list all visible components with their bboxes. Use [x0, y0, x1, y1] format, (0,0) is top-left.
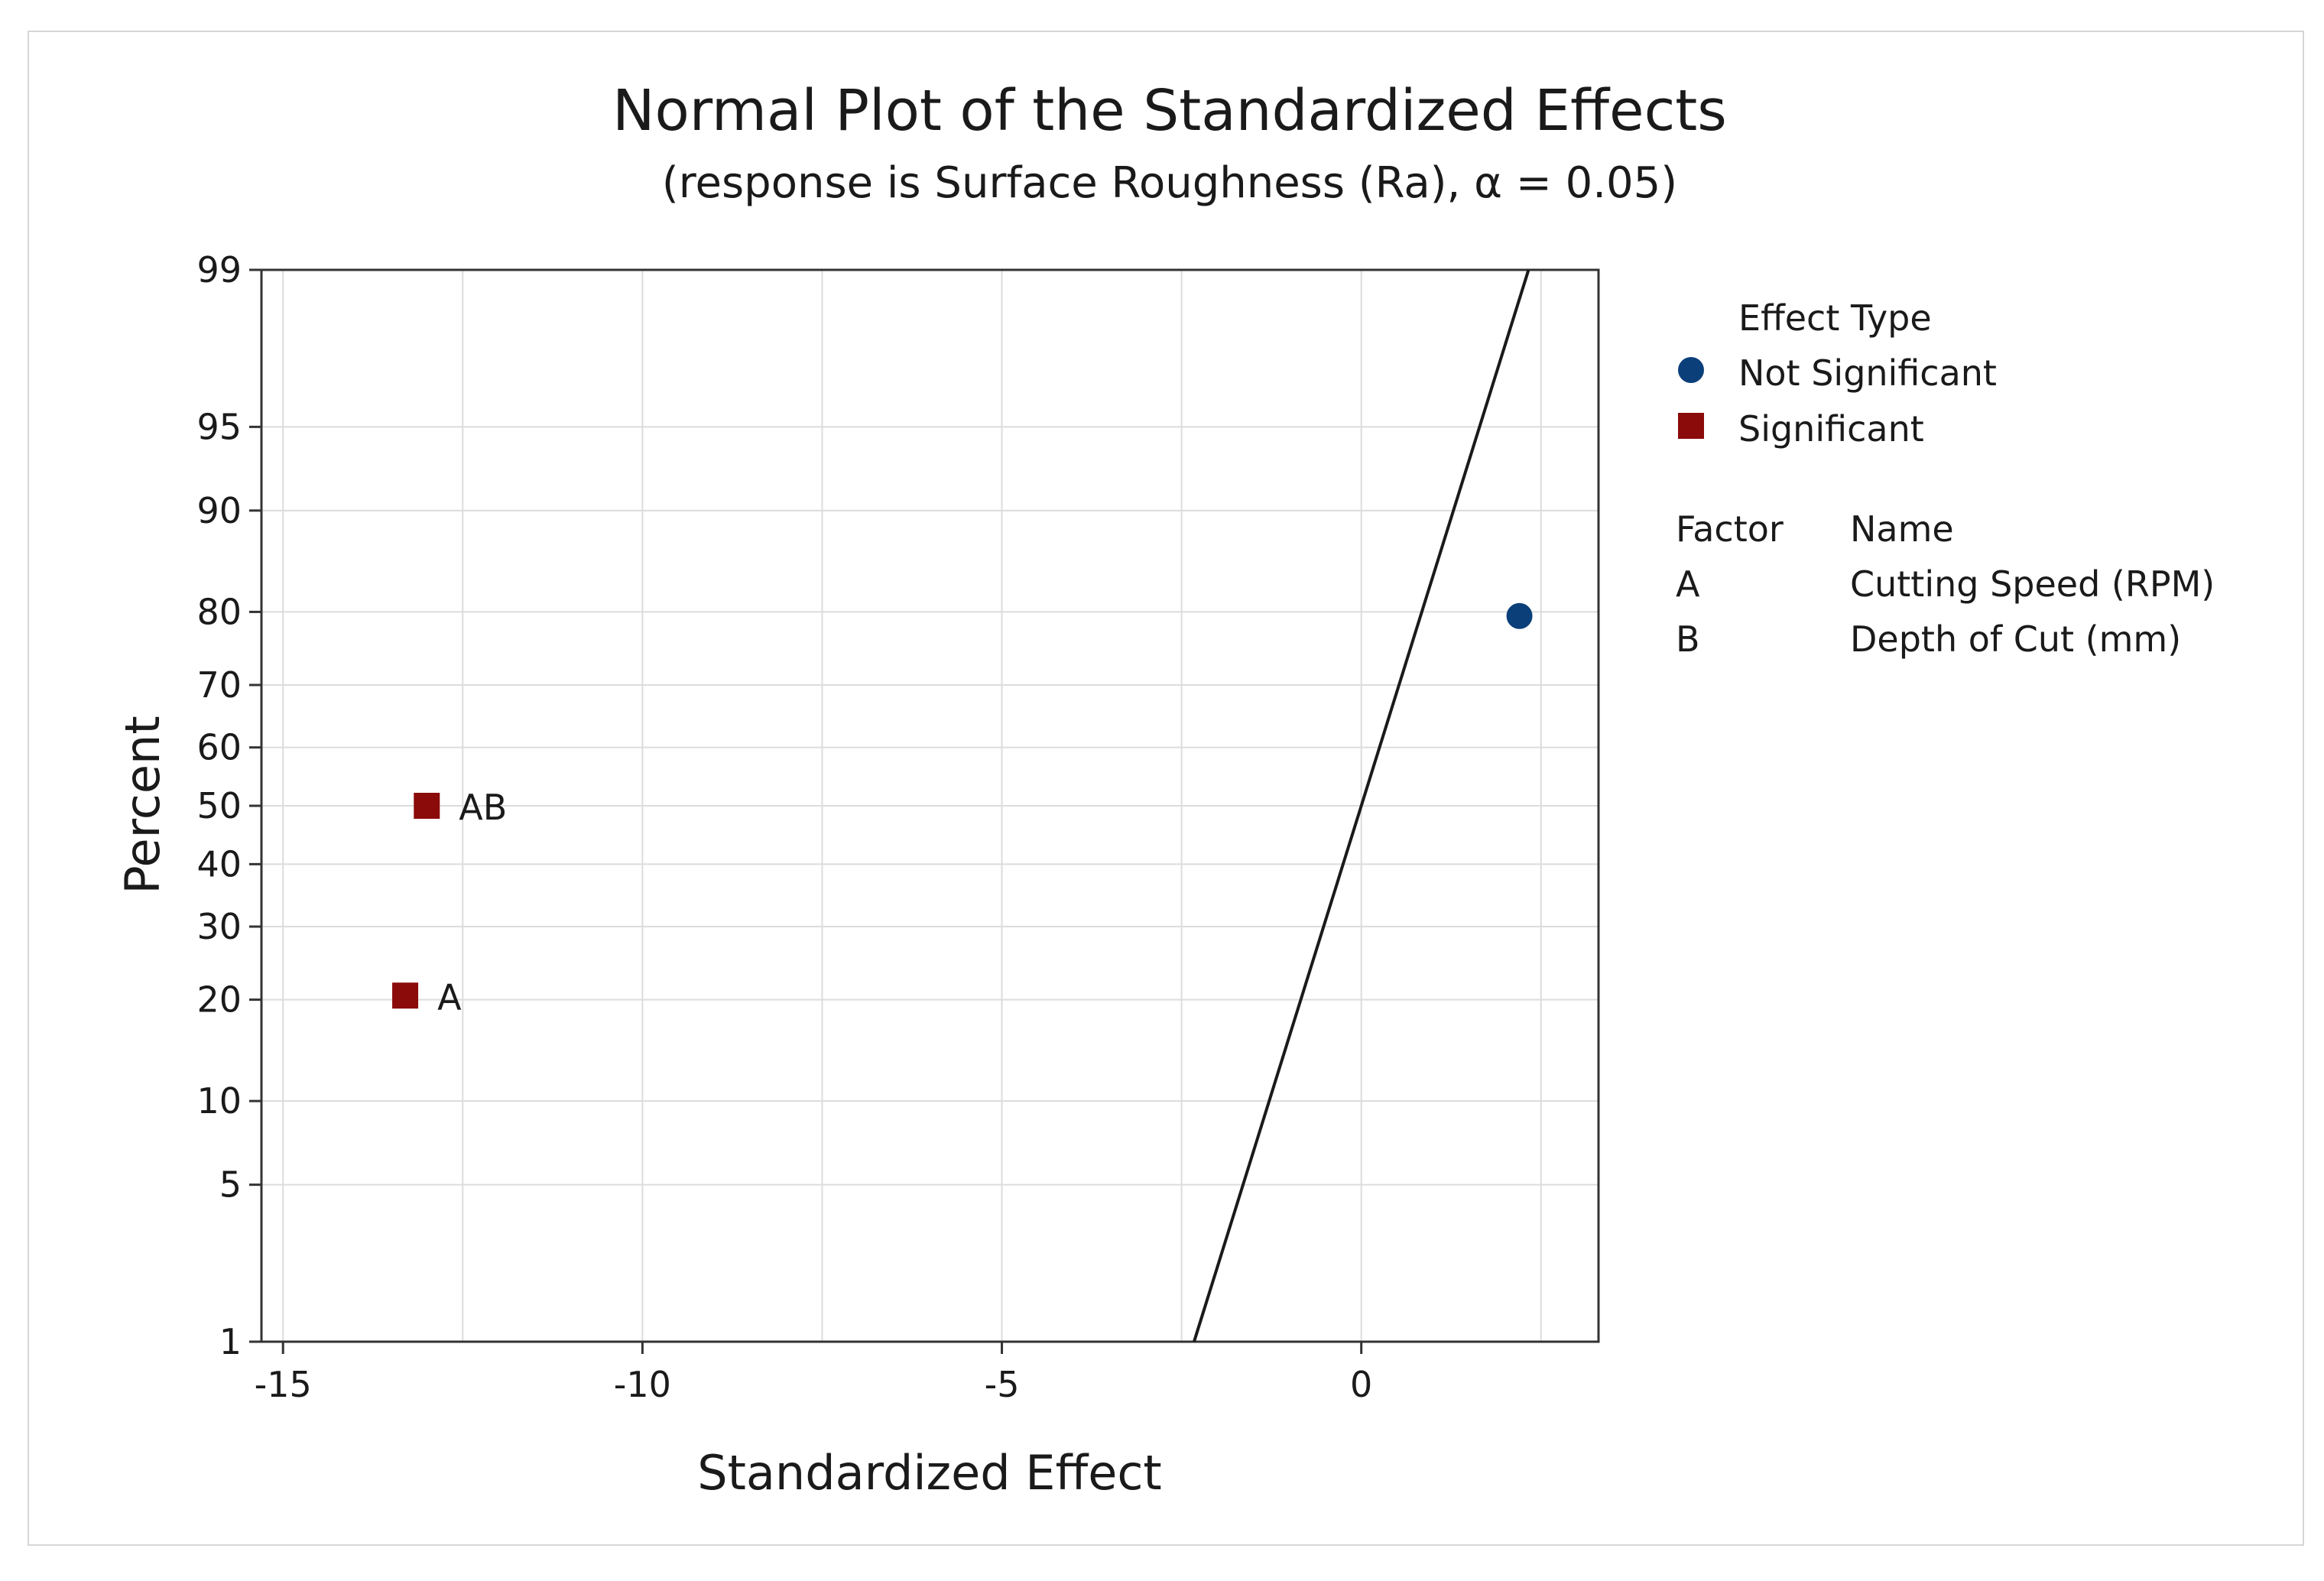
x-axis-label: Standardized Effect	[697, 1445, 1161, 1501]
y-tick-label: 60	[196, 727, 242, 768]
factor-table-header-name: Name	[1850, 508, 1954, 550]
y-tick-label: 40	[196, 843, 242, 885]
y-tick-label: 90	[196, 490, 242, 531]
data-point-not-significant	[1506, 602, 1533, 629]
legend-square-icon	[1678, 413, 1704, 439]
x-tick-label: -15	[255, 1364, 312, 1405]
y-tick-label: 30	[196, 906, 242, 947]
x-tick-label: -10	[614, 1364, 671, 1405]
axis-ticks: -15 -10 -5 0 1 5 10 20 30 40 50 60 70 80 90 95 99	[196, 249, 1372, 1405]
x-tick-label: 0	[1350, 1364, 1372, 1405]
reference-line-group	[1193, 269, 1530, 1342]
point-label: AB	[459, 787, 507, 828]
y-tick-label: 50	[196, 785, 242, 826]
y-tick-label: 70	[196, 664, 242, 706]
reference-line	[1193, 269, 1530, 1342]
chart-frame	[28, 31, 2304, 1546]
y-axis-label: Percent	[115, 716, 170, 894]
factor-table-row-name: Depth of Cut (mm)	[1850, 618, 2181, 660]
factor-table-header-factor: Factor	[1676, 508, 1784, 550]
y-tick-label: 95	[196, 406, 242, 447]
point-label: A	[437, 976, 462, 1018]
legend-entry-significant: Significant	[1738, 408, 1924, 450]
y-tick-label: 10	[196, 1080, 242, 1122]
factor-table-row-factor: A	[1676, 563, 1700, 605]
y-tick-label: 99	[196, 249, 242, 291]
chart-title: Normal Plot of the Standardized Effects	[612, 78, 1727, 144]
data-points: A AB	[392, 602, 1533, 1018]
y-tick-label: 1	[219, 1321, 242, 1362]
legend-circle-icon	[1678, 357, 1704, 383]
y-tick-label: 20	[196, 979, 242, 1021]
data-point-significant	[414, 793, 440, 819]
data-point-significant	[392, 982, 419, 1009]
chart-subtitle: (response is Surface Roughness (Ra), α =…	[662, 158, 1677, 208]
factor-table-row-name: Cutting Speed (RPM)	[1850, 563, 2215, 605]
legend: Effect Type Not Significant Significant	[1678, 297, 1997, 450]
factor-table: Factor Name A Cutting Speed (RPM) B Dept…	[1676, 508, 2215, 660]
legend-title: Effect Type	[1738, 297, 1932, 339]
y-tick-label: 80	[196, 591, 242, 632]
legend-entry-not-significant: Not Significant	[1738, 352, 1997, 394]
y-tick-label: 5	[219, 1164, 242, 1206]
x-tick-label: -5	[985, 1364, 1020, 1405]
factor-table-row-factor: B	[1676, 618, 1700, 660]
